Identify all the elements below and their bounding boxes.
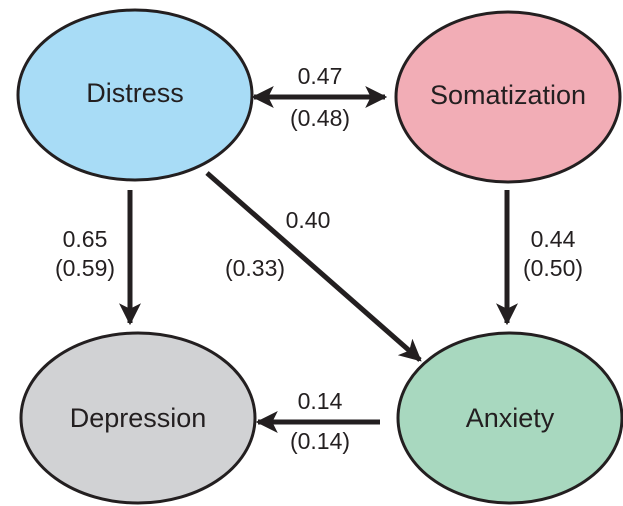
node-somatization <box>394 10 622 184</box>
node-label: Somatization <box>430 80 586 110</box>
node-label: Distress <box>86 78 184 108</box>
node-anxiety <box>396 331 623 505</box>
node-label: Anxiety <box>466 403 555 433</box>
edge-arrow <box>205 171 422 362</box>
edge-coefficient: 0.47 <box>298 63 343 89</box>
edge-coefficient: 0.14 <box>298 388 343 414</box>
node-depression <box>19 331 257 505</box>
edge-coefficient-alt: (0.59) <box>55 255 115 281</box>
edge-coefficient: 0.65 <box>63 226 108 252</box>
edge-coefficient-alt: (0.50) <box>523 255 583 281</box>
edge-coefficient-alt: (0.14) <box>290 428 350 454</box>
node-label: Depression <box>70 403 207 433</box>
edge-coefficient-alt: (0.48) <box>290 105 350 131</box>
edge-coefficient-alt: (0.33) <box>225 255 285 281</box>
edge-coefficient: 0.44 <box>531 226 576 252</box>
edge-coefficient: 0.40 <box>286 207 331 233</box>
